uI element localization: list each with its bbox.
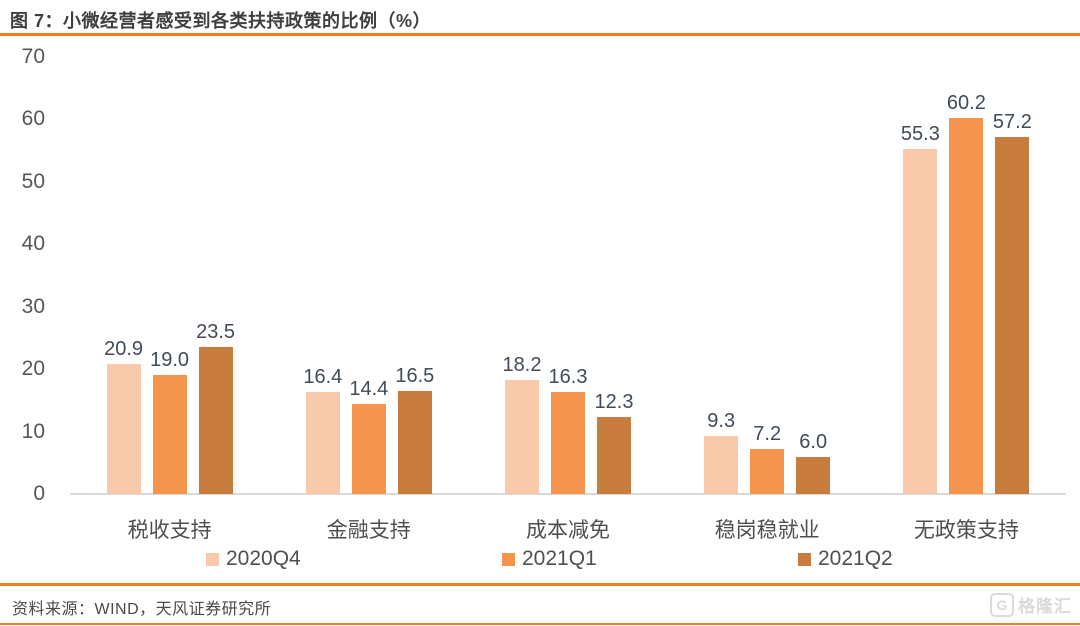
- legend-item-2020Q4: 2020Q4: [206, 547, 301, 571]
- value-label: 9.3: [707, 409, 736, 432]
- value-label: 16.3: [548, 366, 588, 389]
- legend-label: 2020Q4: [226, 547, 301, 570]
- value-label: 18.2: [502, 354, 542, 377]
- y-axis-tick-label: 0: [33, 482, 45, 505]
- source-note: 资料来源：WIND，天风证券研究所: [12, 601, 272, 618]
- legend-item-2021Q1: 2021Q1: [502, 547, 597, 571]
- category-label-税收支持: 税收支持: [127, 519, 212, 542]
- bar-2021Q1-稳岗稳就业: [750, 449, 785, 494]
- x-axis-line: [70, 493, 1066, 495]
- gelonghui-logo-text: 格隆汇: [1018, 597, 1072, 616]
- legend-label: 2021Q2: [818, 547, 893, 570]
- bar-2020Q4-稳岗稳就业: [704, 435, 739, 494]
- y-axis-tick-label: 30: [21, 294, 45, 318]
- gelonghui-logo-icon: G: [990, 592, 1014, 617]
- category-label-稳岗稳就业: 稳岗稳就业: [714, 519, 820, 542]
- y-axis-tick-label: 50: [21, 169, 45, 193]
- value-label: 19.0: [150, 349, 190, 372]
- bar-2021Q2-稳岗稳就业: [796, 456, 831, 494]
- bar-2021Q2-无政策支持: [995, 136, 1030, 494]
- bar-2021Q2-成本减免: [597, 417, 631, 494]
- category-label-无政策支持: 无政策支持: [913, 519, 1019, 542]
- legend-swatch-2021Q1: [502, 552, 515, 566]
- bar-2020Q4-金融支持: [305, 391, 340, 494]
- bar-2020Q4-税收支持: [106, 363, 141, 494]
- value-label: 60.2: [946, 92, 986, 115]
- y-axis-tick-label: 20: [21, 357, 45, 381]
- chart-title: 图 7：小微经营者感受到各类扶持政策的比例（%）: [10, 11, 432, 31]
- bar-2021Q1-成本减免: [551, 392, 585, 494]
- bar-2021Q1-税收支持: [152, 375, 187, 494]
- y-axis-tick-label: 10: [21, 419, 45, 443]
- category-label-金融支持: 金融支持: [326, 519, 411, 542]
- y-axis-tick-label: 70: [21, 45, 45, 68]
- legend-item-2021Q2: 2021Q2: [798, 547, 893, 571]
- value-label: 14.4: [349, 378, 389, 401]
- bar-2020Q4-成本减免: [505, 380, 539, 494]
- bar-2021Q1-无政策支持: [949, 118, 984, 494]
- value-label: 20.9: [104, 337, 144, 360]
- category-label-成本减免: 成本减免: [526, 519, 610, 542]
- bar-2020Q4-无政策支持: [903, 148, 938, 494]
- bar-2021Q1-金融支持: [351, 404, 386, 494]
- footer-divider-line: [0, 583, 1080, 586]
- bar-2021Q2-税收支持: [198, 347, 233, 494]
- value-label: 12.3: [594, 391, 634, 414]
- legend-swatch-2021Q2: [798, 552, 811, 566]
- value-label: 16.5: [395, 364, 435, 387]
- legend-swatch-2020Q4: [206, 552, 219, 566]
- value-label: 23.5: [196, 321, 236, 344]
- gelonghui-watermark: G 格隆汇: [990, 592, 1072, 617]
- value-label: 57.2: [992, 110, 1032, 133]
- value-label: 55.3: [900, 122, 940, 145]
- bar-2021Q2-金融支持: [397, 390, 432, 494]
- title-divider-line: [0, 33, 1080, 36]
- legend-label: 2021Q1: [522, 547, 597, 570]
- value-label: 7.2: [753, 423, 782, 446]
- value-label: 16.4: [303, 365, 343, 388]
- y-axis-tick-label: 60: [21, 107, 45, 131]
- y-axis-tick-label: 40: [21, 232, 45, 256]
- value-label: 6.0: [799, 430, 828, 453]
- bottom-border-line: [0, 623, 1080, 625]
